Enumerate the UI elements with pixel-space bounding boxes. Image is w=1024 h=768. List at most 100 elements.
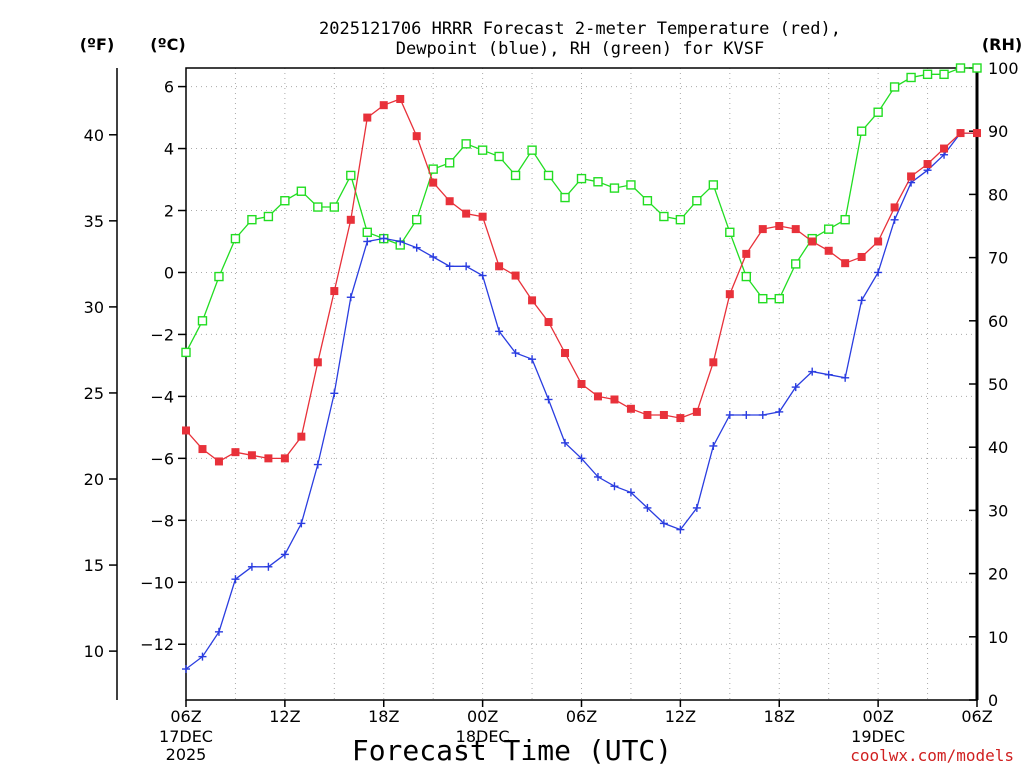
rh-point <box>477 145 488 155</box>
fahrenheit-tick-label: 40 <box>84 126 104 145</box>
chart-title-line-2: Dewpoint (blue), RH (green) for KVSF <box>396 39 764 59</box>
rh-point <box>708 180 719 190</box>
rh-point <box>527 145 537 155</box>
temperature-point <box>973 129 981 138</box>
celsius-axis: 6 4 2 0 −2 −4 −6 −8 −10 −12 <box>140 78 186 654</box>
rh-point <box>214 271 224 282</box>
fahrenheit-tick-label: 15 <box>84 556 104 575</box>
rh-point <box>494 151 504 162</box>
temperature-point <box>445 197 454 206</box>
credit-label: coolwx.com/models <box>850 746 1014 765</box>
temperature-point <box>808 237 817 246</box>
dewpoint-point <box>363 237 372 246</box>
temperature-point <box>659 410 668 419</box>
temperature-point <box>214 457 223 466</box>
rh-point <box>659 211 669 222</box>
temperature-point <box>890 203 899 212</box>
temperature-point <box>841 259 850 268</box>
rh-point <box>197 316 208 326</box>
rh-point <box>346 170 356 181</box>
celsius-tick-label: −8 <box>150 511 174 530</box>
dewpoint-point <box>593 472 602 481</box>
temperature-point <box>544 318 553 327</box>
rh-point <box>889 82 900 92</box>
series-temperature <box>182 94 981 466</box>
rh-point <box>510 170 521 181</box>
time-tick-label: 06Z <box>170 707 201 726</box>
rh-point <box>873 107 883 117</box>
temperature-point <box>742 249 751 258</box>
dewpoint-point <box>824 370 833 379</box>
rh-point <box>725 227 735 238</box>
dewpoint-point <box>808 367 817 376</box>
rh-point <box>856 126 867 136</box>
rh-point <box>412 214 422 225</box>
dewpoint-point <box>264 562 273 571</box>
dewpoint-point <box>544 395 553 404</box>
dewpoint-point <box>791 383 800 392</box>
rh-point <box>675 214 686 225</box>
dewpoint-point <box>445 262 454 271</box>
date-label: 2025 <box>166 745 207 764</box>
rh-point <box>791 259 801 269</box>
dewpoint-point <box>297 519 306 528</box>
rh-point <box>543 170 554 181</box>
dewpoint-point <box>857 296 866 305</box>
temperature-point <box>676 414 685 423</box>
rh-unit-label: (RH) <box>982 35 1022 54</box>
temperature-point <box>643 410 652 419</box>
rh-point <box>362 227 372 238</box>
dewpoint-point <box>511 349 520 358</box>
rh-point <box>840 214 850 225</box>
temperature-point <box>857 252 866 261</box>
temperature-point <box>182 426 190 435</box>
rh-tick-label: 50 <box>988 375 1008 394</box>
temperature-point <box>758 225 767 234</box>
series-rh <box>181 63 982 358</box>
dewpoint-point <box>478 271 487 280</box>
rh-point <box>774 293 784 304</box>
fahrenheit-tick-label: 35 <box>84 212 104 231</box>
dewpoint-point <box>841 373 850 382</box>
time-tick-label: 06Z <box>566 707 597 726</box>
rh-tick-label: 80 <box>988 185 1008 204</box>
dewpoint-point <box>379 234 388 243</box>
celsius-tick-label: −6 <box>150 449 174 468</box>
rh-point <box>609 183 620 193</box>
temperature-point <box>593 392 602 401</box>
dewpoint-point <box>758 410 767 419</box>
dewpoint-point <box>742 410 751 419</box>
dewpoint-point <box>610 482 619 491</box>
rh-point <box>758 293 768 304</box>
rh-point <box>823 224 834 234</box>
dewpoint-point <box>214 627 223 636</box>
temperature-point <box>907 172 916 181</box>
rh-tick-label: 10 <box>988 628 1008 647</box>
temperature-point <box>791 225 800 234</box>
time-tick-label: 18Z <box>368 707 399 726</box>
rh-point <box>972 63 982 73</box>
date-label: 17DEC <box>159 727 213 746</box>
rh-tick-label: 0 <box>988 691 998 710</box>
celsius-tick-label: 4 <box>164 140 174 159</box>
temperature-point <box>396 94 405 103</box>
celsius-tick-label: 2 <box>164 202 174 221</box>
rh-point <box>296 186 307 196</box>
rh-point <box>181 347 191 358</box>
rh-point <box>939 69 949 80</box>
dewpoint-point <box>462 262 471 271</box>
temperature-point <box>198 445 207 454</box>
rh-point <box>247 214 257 225</box>
dewpoint-point <box>231 575 240 584</box>
temperature-point <box>247 451 256 460</box>
fahrenheit-axis: 40 35 30 25 20 15 10 <box>84 126 117 661</box>
rh-tick-label: 20 <box>988 565 1008 584</box>
temperature-point <box>874 237 883 246</box>
dewpoint-point <box>280 550 289 559</box>
fahrenheit-tick-label: 10 <box>84 642 104 661</box>
temperature-point <box>478 212 487 221</box>
dewpoint-point <box>495 327 504 336</box>
dewpoint-point <box>890 215 899 224</box>
temperature-point <box>610 395 619 404</box>
